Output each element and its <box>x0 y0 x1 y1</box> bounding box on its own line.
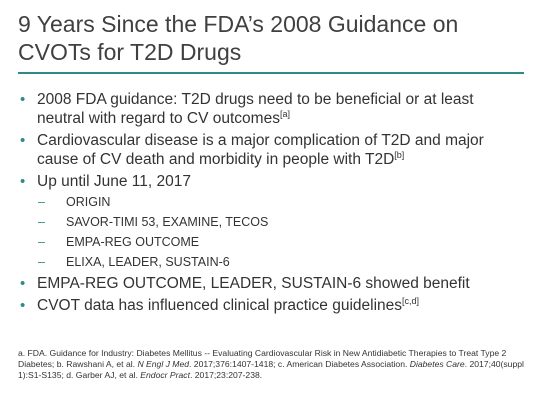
dash-icon: – <box>38 235 45 249</box>
bullet-icon: • <box>20 132 26 149</box>
references-footnote: a. FDA. Guidance for Industry: Diabetes … <box>18 348 524 380</box>
bullet-icon: • <box>20 275 26 292</box>
bullet-guidelines: • CVOT data has influenced clinical prac… <box>20 296 420 315</box>
bullet-timeline: • Up until June 11, 2017 <box>20 173 191 190</box>
sub-item-empa: – EMPA-REG OUTCOME <box>38 235 200 249</box>
bullet-list: • 2008 FDA guidance: T2D drugs need to b… <box>20 90 520 318</box>
sub-item-elixa: – ELIXA, LEADER, SUSTAIN-6 <box>38 255 230 269</box>
bullet-fda-guidance: • 2008 FDA guidance: T2D drugs need to b… <box>20 91 474 127</box>
slide-title: 9 Years Since the FDA’s 2008 Guidance on… <box>18 11 459 65</box>
bullet-icon: • <box>20 297 26 314</box>
bullet-cardiovascular: • Cardiovascular disease is a major comp… <box>20 132 484 168</box>
dash-icon: – <box>38 255 45 269</box>
dash-icon: – <box>38 195 45 209</box>
sub-item-savor: – SAVOR-TIMI 53, EXAMINE, TECOS <box>38 215 269 229</box>
dash-icon: – <box>38 215 45 229</box>
sub-item-origin: – ORIGIN <box>38 195 111 209</box>
bullet-icon: • <box>20 91 26 108</box>
bullet-benefit: • EMPA-REG OUTCOME, LEADER, SUSTAIN-6 sh… <box>20 275 470 292</box>
bullet-icon: • <box>20 173 26 190</box>
title-divider <box>18 72 524 74</box>
